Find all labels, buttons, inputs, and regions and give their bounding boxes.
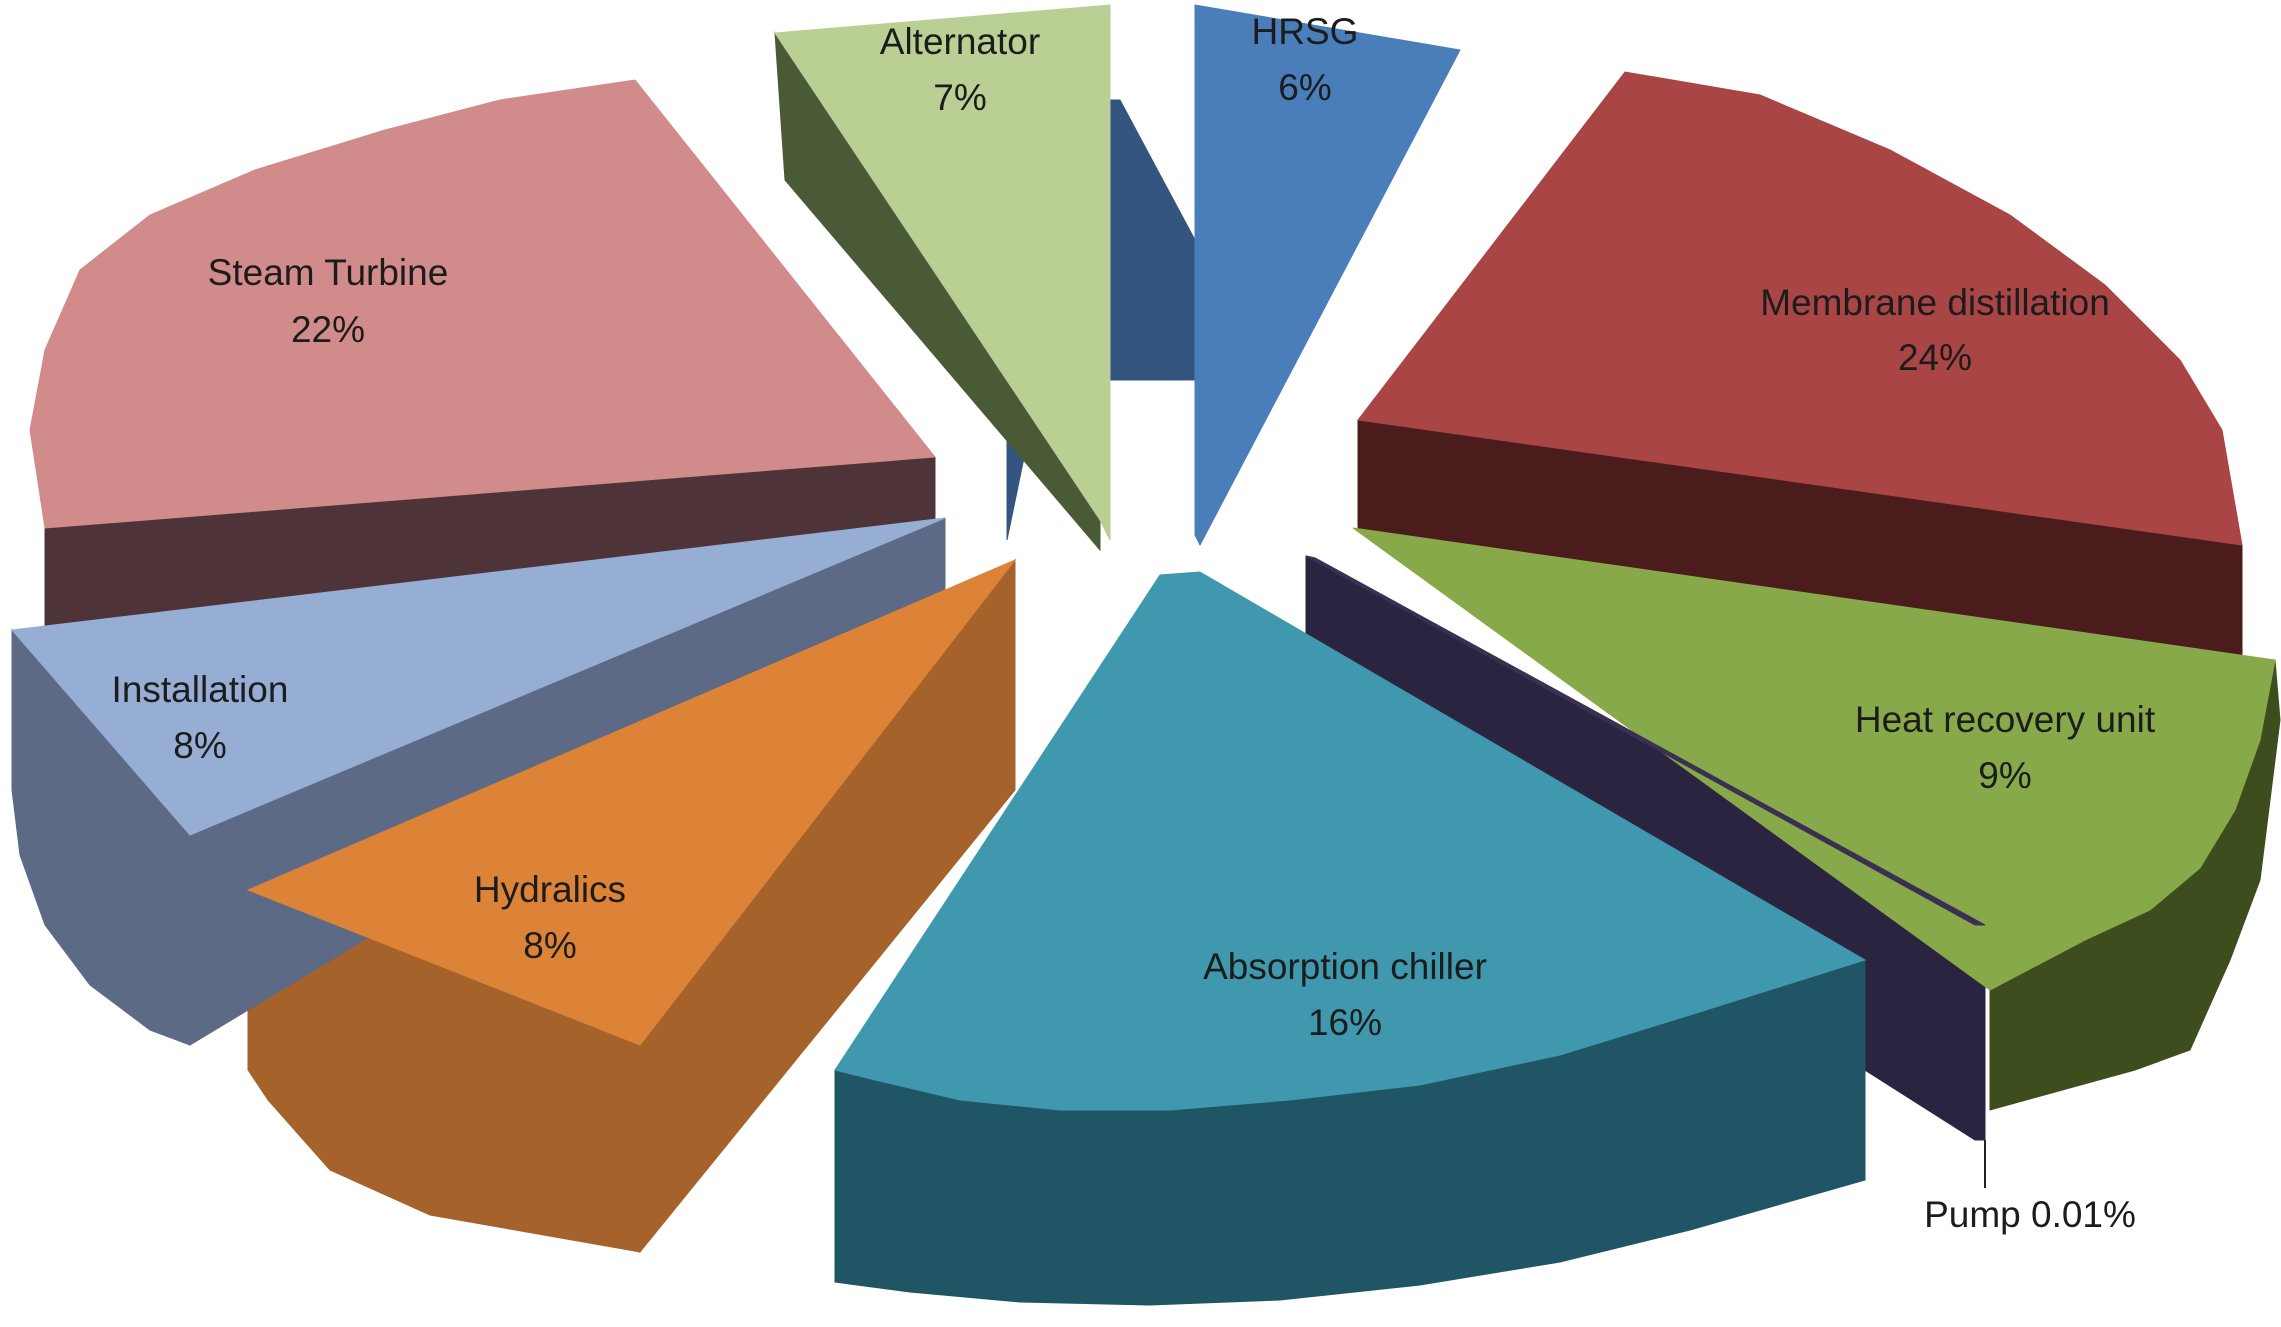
slice-hrsg bbox=[1194, 4, 1461, 547]
slice-heat-recovery-unit bbox=[1352, 527, 2276, 991]
slice-value-hrsg: 6% bbox=[1278, 67, 1331, 108]
slice-sides bbox=[11, 31, 2281, 1306]
slice-value-steam-turbine: 22% bbox=[291, 309, 365, 350]
slice-installation bbox=[11, 517, 946, 836]
slice-value-alternator: 7% bbox=[933, 77, 986, 118]
slice-membrane-distillation bbox=[1357, 71, 2243, 546]
slice-value-heat-recovery-unit: 9% bbox=[1978, 755, 2031, 796]
slice-label-installation: Installation bbox=[112, 669, 289, 710]
slice-value-absorption-chiller: 16% bbox=[1308, 1002, 1382, 1043]
slice-value-pump: Pump 0.01% bbox=[1924, 1194, 2136, 1235]
slice-side-installation bbox=[11, 628, 191, 1046]
slice-label-absorption-chiller: Absorption chiller bbox=[1203, 946, 1487, 987]
slice-labels: HRSG 6% Membrane distillation 24% Heat recov… bbox=[112, 11, 2156, 1235]
slice-value-membrane-distillation: 24% bbox=[1898, 337, 1972, 378]
slice-hydralics bbox=[246, 558, 1017, 1046]
slice-label-hrsg: HRSG bbox=[1252, 11, 1359, 52]
slice-alternator bbox=[774, 4, 1111, 541]
slice-label-steam-turbine: Steam Turbine bbox=[208, 252, 449, 293]
slice-label-membrane-distillation: Membrane distillation bbox=[1760, 282, 2110, 323]
slice-pump bbox=[1305, 555, 1986, 926]
slice-value-installation: 8% bbox=[173, 725, 226, 766]
slice-steam-turbine bbox=[29, 79, 936, 529]
slice-label-hydralics: Hydralics bbox=[474, 869, 626, 910]
slice-label-heat-recovery-unit: Heat recovery unit bbox=[1855, 699, 2156, 740]
slice-absorption-chiller bbox=[834, 571, 1867, 1111]
slice-tops bbox=[11, 4, 2276, 1111]
slice-label-alternator: Alternator bbox=[880, 21, 1040, 62]
slice-value-hydralics: 8% bbox=[523, 925, 576, 966]
slice-side-hydralics bbox=[247, 889, 641, 1253]
